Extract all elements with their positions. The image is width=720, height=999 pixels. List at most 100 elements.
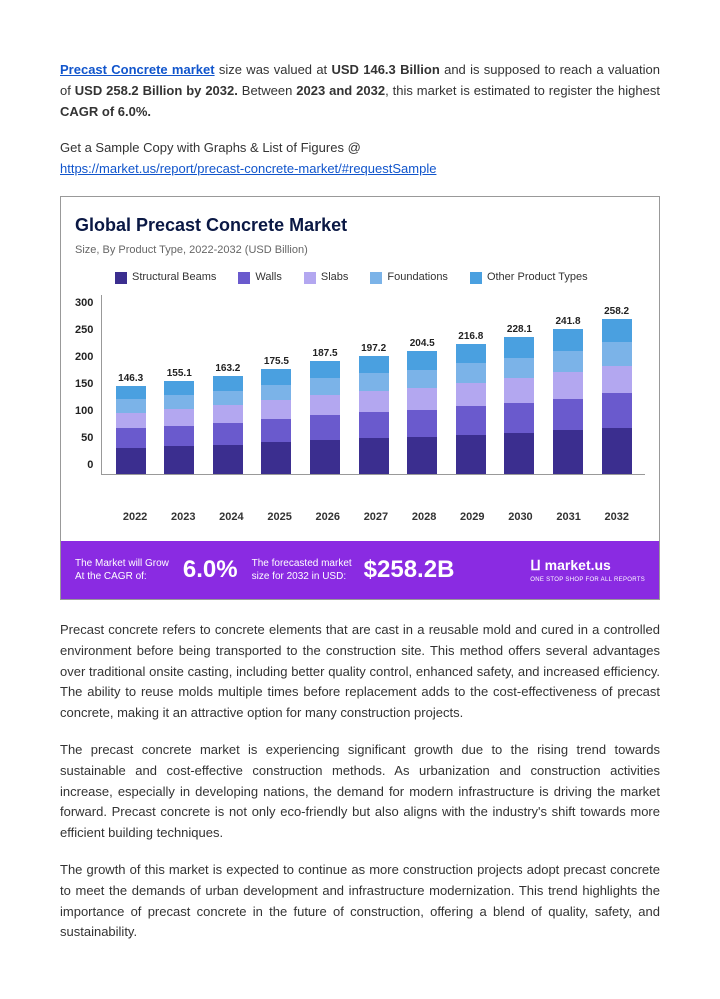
bar-value: 204.5 [410, 336, 435, 352]
bar-segment [116, 413, 146, 429]
title-link[interactable]: Precast Concrete market [60, 62, 215, 77]
bar-group: 216.8 [452, 344, 490, 474]
bar-stack: 216.8 [456, 344, 486, 474]
intro-bold2: USD 258.2 Billion by 2032. [75, 83, 238, 98]
bar-stack: 241.8 [553, 329, 583, 474]
brand-sub: ONE STOP SHOP FOR ALL REPORTS [530, 576, 645, 586]
intro-t3: Between [238, 83, 296, 98]
xlabel: 2027 [357, 509, 395, 527]
footer-mid2: size for 2032 in USD: [252, 570, 352, 583]
legend-swatch [370, 272, 382, 284]
bar-segment [602, 393, 632, 427]
intro-bold4: CAGR of 6.0%. [60, 104, 151, 119]
legend-item: Structural Beams [115, 269, 216, 287]
chart-container: Global Precast Concrete Market Size, By … [60, 196, 660, 600]
bar-segment [407, 388, 437, 410]
legend-label: Structural Beams [132, 269, 216, 287]
bar-segment [407, 410, 437, 437]
intro-paragraph: Precast Concrete market size was valued … [60, 60, 660, 122]
bar-segment [553, 430, 583, 474]
bar-segment [213, 376, 243, 391]
footer-left: The Market will Grow At the CAGR of: [75, 557, 169, 583]
body-p1: Precast concrete refers to concrete elem… [60, 620, 660, 724]
footer-cagr: 6.0% [177, 551, 244, 589]
bar-segment [456, 344, 486, 364]
legend-item: Other Product Types [470, 269, 588, 287]
ytick: 300 [75, 295, 93, 313]
bar-segment [504, 403, 534, 433]
bar-segment [116, 399, 146, 412]
bar-segment [456, 363, 486, 383]
bar-segment [504, 433, 534, 474]
ytick: 250 [75, 322, 93, 340]
bar-value: 163.2 [215, 361, 240, 377]
bar-group: 204.5 [403, 351, 441, 474]
bar-value: 155.1 [167, 366, 192, 382]
bar-value: 228.1 [507, 322, 532, 338]
legend-item: Slabs [304, 269, 349, 287]
bar-segment [553, 399, 583, 431]
bar-segment [261, 369, 291, 385]
xlabel: 2025 [261, 509, 299, 527]
bar-segment [553, 372, 583, 398]
intro-bold1: USD 146.3 Billion [331, 62, 439, 77]
bar-group: 175.5 [257, 369, 295, 474]
bar-segment [261, 400, 291, 419]
bar-segment [310, 395, 340, 415]
bar-segment [407, 437, 437, 474]
sample-text: Get a Sample Copy with Graphs & List of … [60, 140, 361, 155]
bar-segment [504, 378, 534, 403]
footer-value: $258.2B [360, 551, 459, 589]
xlabel: 2030 [501, 509, 539, 527]
ytick: 0 [87, 457, 93, 475]
bar-stack: 146.3 [116, 386, 146, 474]
bar-segment [602, 319, 632, 342]
xlabel: 2029 [453, 509, 491, 527]
body-p2: The precast concrete market is experienc… [60, 740, 660, 844]
bar-stack: 197.2 [359, 356, 389, 474]
bar-stack: 163.2 [213, 376, 243, 474]
chart-subtitle: Size, By Product Type, 2022-2032 (USD Bi… [75, 242, 645, 260]
bar-segment [602, 428, 632, 474]
bar-segment [310, 378, 340, 395]
bar-stack: 258.2 [602, 319, 632, 474]
bar-segment [116, 448, 146, 474]
bar-stack: 228.1 [504, 337, 534, 474]
footer-brand: ⵡ market.us ONE STOP SHOP FOR ALL REPORT… [530, 554, 645, 586]
bar-group: 146.3 [112, 386, 150, 474]
bar-segment [213, 391, 243, 406]
legend-label: Other Product Types [487, 269, 588, 287]
bar-segment [261, 419, 291, 442]
bar-segment [504, 337, 534, 358]
bar-segment [407, 370, 437, 388]
bar-group: 258.2 [598, 319, 636, 474]
bar-segment [164, 395, 194, 409]
bar-segment [553, 351, 583, 373]
bar-segment [213, 405, 243, 423]
legend-label: Walls [255, 269, 281, 287]
x-axis: 2022202320242025202620272028202920302031… [75, 505, 645, 527]
bar-segment [310, 415, 340, 440]
bar-segment [310, 440, 340, 474]
xlabel: 2023 [164, 509, 202, 527]
bar-stack: 155.1 [164, 381, 194, 474]
chart-legend: Structural BeamsWallsSlabsFoundationsOth… [75, 269, 645, 287]
bar-stack: 175.5 [261, 369, 291, 474]
sample-paragraph: Get a Sample Copy with Graphs & List of … [60, 138, 660, 180]
bar-segment [261, 442, 291, 474]
footer-left1: The Market will Grow [75, 557, 169, 570]
footer-mid: The forecasted market size for 2032 in U… [252, 557, 352, 583]
ytick: 100 [75, 403, 93, 421]
bar-segment [456, 383, 486, 406]
bar-stack: 204.5 [407, 351, 437, 474]
xlabel: 2028 [405, 509, 443, 527]
bar-segment [213, 445, 243, 474]
bar-value: 241.8 [555, 314, 580, 330]
sample-link[interactable]: https://market.us/report/precast-concret… [60, 161, 436, 176]
bar-segment [116, 428, 146, 447]
chart-plot: 300250200150100500 146.3155.1163.2175.51… [75, 295, 645, 505]
footer-mid1: The forecasted market [252, 557, 352, 570]
bar-segment [504, 358, 534, 379]
ytick: 150 [75, 376, 93, 394]
legend-label: Slabs [321, 269, 349, 287]
